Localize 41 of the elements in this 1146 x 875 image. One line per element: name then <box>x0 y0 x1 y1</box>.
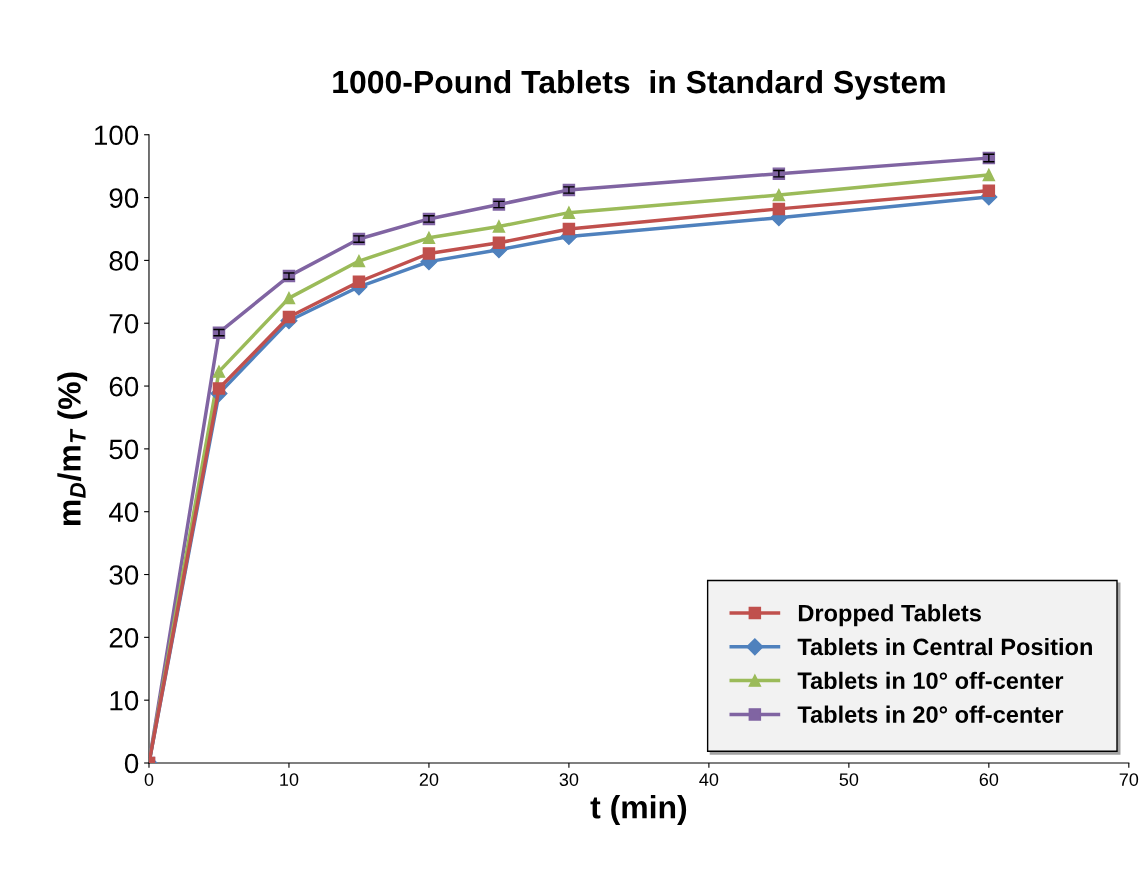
y-axis-title: m$_{D}$/m$_{T}$ (%) <box>57 372 88 526</box>
y-tick-label: 10 <box>110 690 139 711</box>
point <box>212 365 226 378</box>
point <box>282 291 296 305</box>
point <box>982 168 996 182</box>
y-tick-label: 90 <box>109 188 139 208</box>
x-tick-label: 50 <box>839 773 859 786</box>
y-tick-label: 100 <box>95 125 139 146</box>
legend-label: Tablets in 10° off-center <box>797 671 1064 690</box>
chart-title: 1000-Pound Tablets in Standard System <box>333 69 945 100</box>
point <box>492 220 506 233</box>
legend-label: Dropped Tablets <box>798 604 981 627</box>
x-tick-label: 20 <box>419 773 439 786</box>
point <box>352 254 366 268</box>
y-tick-label: 50 <box>109 439 139 460</box>
y-tick-label: 70 <box>109 313 139 334</box>
x-tick-label: 30 <box>559 773 579 786</box>
point <box>352 275 366 289</box>
y-tick-label: 80 <box>109 251 139 271</box>
legend-label: Tablets in 20° off-center <box>797 705 1064 723</box>
point <box>562 222 576 236</box>
point <box>282 310 296 324</box>
point <box>422 247 436 260</box>
x-tick-label: 0 <box>144 773 154 786</box>
y-tick-label: 30 <box>109 565 139 585</box>
x-tick-label: 10 <box>280 773 299 786</box>
point <box>562 206 576 219</box>
y-tick-label: 40 <box>109 502 139 523</box>
y-tick-label: 20 <box>109 628 139 648</box>
point <box>772 188 786 202</box>
y-tick-label: 60 <box>109 376 139 397</box>
legend-label: Tablets in Central Position <box>797 637 1092 656</box>
point <box>492 236 506 250</box>
point <box>212 382 226 395</box>
point <box>422 231 436 245</box>
x-axis-title: t (min) <box>590 795 687 825</box>
point <box>982 184 996 197</box>
x-tick-label: 60 <box>979 773 999 786</box>
x-tick-label: 70 <box>1119 773 1139 786</box>
point <box>772 202 786 216</box>
x-tick-label: 40 <box>699 773 719 786</box>
